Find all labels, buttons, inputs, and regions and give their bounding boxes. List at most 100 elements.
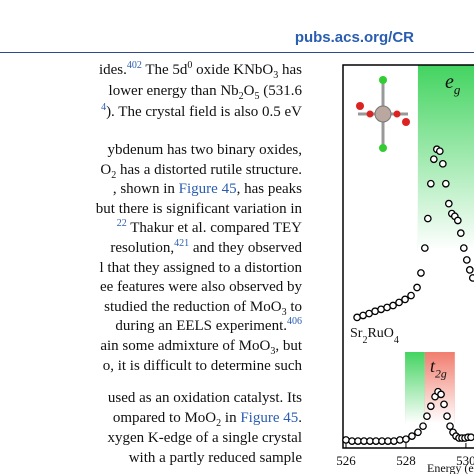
text-run: O bbox=[243, 83, 255, 99]
reference-link[interactable]: 421 bbox=[174, 237, 190, 249]
journal-url[interactable]: pubs.acs.org/CR bbox=[294, 29, 414, 46]
text-run: 3 bbox=[270, 345, 276, 357]
text-run: resolution, bbox=[110, 239, 175, 256]
data-point bbox=[429, 155, 438, 164]
series-label-part: Sr bbox=[350, 326, 363, 341]
data-point bbox=[390, 437, 398, 445]
band-label-subscript: 2g bbox=[435, 367, 447, 380]
text-line: 4). The crystal field is also 0.5 eV bbox=[0, 102, 302, 123]
data-point bbox=[462, 256, 471, 264]
reference-link[interactable]: 22 bbox=[116, 218, 127, 230]
text-run: ee features were also observed by bbox=[100, 279, 302, 296]
text-run: lower energy than Nb bbox=[108, 83, 239, 99]
text-line: ides.402 The 5d0 oxide KNbO3 has bbox=[0, 60, 302, 81]
text-run: 2 bbox=[111, 169, 117, 181]
data-point bbox=[423, 214, 432, 223]
axes-frame bbox=[342, 64, 474, 449]
text-line: ain some admixture of MoO3, but bbox=[0, 336, 302, 357]
data-point bbox=[413, 283, 421, 292]
data-point bbox=[417, 269, 425, 277]
text-run: 2 bbox=[238, 91, 244, 102]
text-run: 0 bbox=[187, 60, 193, 71]
paragraph: ides.402 The 5d0 oxide KNbO3 has lower en… bbox=[0, 60, 302, 123]
text-run: ain some admixture of MoO bbox=[100, 337, 271, 354]
text-line: but there is significant variation in bbox=[0, 199, 302, 219]
series-label-part: RuO bbox=[367, 326, 393, 341]
data-point bbox=[420, 244, 429, 252]
text-run: has bbox=[278, 62, 302, 78]
text-line: , shown in Figure 45, has peaks bbox=[0, 179, 302, 199]
data-point bbox=[401, 295, 409, 304]
x-tick-label: 526 bbox=[336, 453, 356, 468]
reference-link[interactable]: Figure 45 bbox=[178, 181, 237, 198]
text-run: xygen K-edge of a single crystal bbox=[107, 430, 302, 446]
text-line: 22 Thakur et al. compared TEY bbox=[0, 218, 302, 238]
text-run: , but bbox=[275, 337, 302, 354]
data-point bbox=[389, 301, 397, 310]
band-label-main: e bbox=[445, 71, 454, 93]
data-point bbox=[438, 159, 447, 168]
band-label-main: t bbox=[430, 356, 436, 376]
reference-link[interactable]: 4 bbox=[101, 102, 107, 113]
text-run: (531.6 bbox=[259, 83, 302, 99]
text-run: The 5d bbox=[141, 62, 188, 78]
text-line: ompared to MoO2 in Figure 45. bbox=[0, 408, 302, 429]
text-run: 5 bbox=[254, 91, 260, 102]
text-run: studied the reduction of MoO bbox=[104, 298, 282, 315]
text-run: 2 bbox=[216, 418, 222, 429]
x-tick-label: 528 bbox=[396, 453, 416, 468]
reference-link[interactable]: Figure 45 bbox=[240, 410, 299, 426]
text-run: oxide KNbO bbox=[192, 62, 274, 78]
band-label: t2g bbox=[430, 356, 447, 380]
text-line: ybdenum has two binary oxides, bbox=[0, 140, 302, 160]
page-header: pubs.acs.org/CR bbox=[0, 0, 474, 53]
data-point bbox=[437, 390, 445, 399]
data-point bbox=[446, 422, 454, 431]
text-line: xygen K-edge of a single crystal bbox=[0, 428, 302, 448]
data-point bbox=[444, 199, 453, 208]
text-run: o, it is difficult to determine such bbox=[102, 357, 302, 374]
bands: eg t2g bbox=[405, 65, 474, 423]
data-point bbox=[468, 274, 474, 282]
text-run: ybdenum has two binary oxides, bbox=[107, 142, 302, 158]
series-label-part: 4 bbox=[394, 335, 399, 346]
text-run: ompared to MoO bbox=[112, 410, 217, 426]
text-line: lower energy than Nb2O5 (531.6 bbox=[0, 81, 302, 102]
text-run: l that they assigned to a distortion bbox=[99, 259, 302, 276]
series-label-part: 2 bbox=[362, 335, 367, 346]
data-point bbox=[395, 298, 403, 307]
text-run: 3 bbox=[281, 306, 287, 318]
text-run: , has peaks bbox=[236, 181, 302, 198]
reference-link[interactable]: 406 bbox=[287, 316, 302, 328]
data-point bbox=[426, 402, 435, 411]
band-label: eg bbox=[445, 71, 461, 97]
data-point bbox=[342, 436, 350, 444]
data-point bbox=[459, 244, 468, 252]
x-tick-label: 530 bbox=[456, 453, 474, 468]
text-run: in bbox=[221, 410, 241, 426]
data-point bbox=[435, 147, 444, 156]
data-point bbox=[426, 179, 435, 188]
data-point bbox=[440, 400, 448, 409]
text-line: during an EELS experiment.406 bbox=[0, 316, 302, 336]
data-point bbox=[402, 435, 410, 444]
reference-link[interactable]: 402 bbox=[126, 60, 142, 71]
text-line: l that they assigned to a distortion bbox=[0, 258, 302, 278]
data-point bbox=[443, 412, 451, 421]
data-point bbox=[456, 229, 465, 237]
text-run: but there is significant variation in bbox=[95, 200, 302, 217]
series-label: Sr2RuO4 bbox=[350, 326, 399, 346]
text-line: O2 has a distorted rutile structure. bbox=[0, 160, 302, 181]
paragraph: ybdenum has two binary oxides, O2 has a d… bbox=[0, 140, 302, 375]
molecule-icon bbox=[356, 76, 410, 152]
text-run: , shown in bbox=[112, 181, 179, 198]
text-run: during an EELS experiment. bbox=[115, 318, 287, 335]
data-point bbox=[423, 412, 431, 421]
text-run: with a partly reduced sample bbox=[128, 450, 302, 466]
band-fade bbox=[405, 352, 425, 423]
data-point bbox=[467, 433, 474, 442]
text-line: ee features were also observed by bbox=[0, 277, 302, 297]
